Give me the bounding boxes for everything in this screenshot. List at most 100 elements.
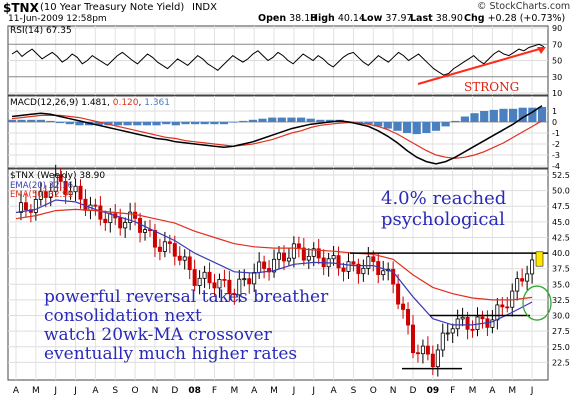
macd-hist-bar (123, 122, 132, 126)
price-candle-body (381, 270, 386, 276)
price-candle-body (262, 261, 267, 269)
price-candle-body (242, 278, 247, 281)
x-tick-label: N (390, 386, 397, 396)
macd-hist-bar (56, 122, 65, 124)
price-candle-body (98, 205, 103, 220)
macd-hist-bar (75, 122, 84, 126)
rsi-tick-label: 90 (552, 24, 562, 33)
price-candle-body (351, 261, 356, 265)
quote-high: High 40.14 (310, 13, 366, 24)
macd-hist-bar (441, 122, 450, 127)
price-candle-body (336, 255, 341, 269)
price-tick-label: 30.0 (552, 312, 570, 321)
macd-tick-label: 0 (552, 118, 557, 127)
macd-hist-bar (113, 122, 123, 126)
macd-hist-bar (27, 119, 36, 122)
price-candle-body (43, 191, 48, 198)
price-candle-body (500, 304, 505, 308)
macd-hist-bar (191, 122, 200, 125)
macd-hist-bar (306, 118, 315, 122)
price-candle-body (415, 352, 420, 355)
price-candle-body (465, 316, 470, 330)
price-candle-body (346, 261, 351, 272)
price-candle-body (406, 309, 411, 326)
price-candle-body (257, 261, 262, 273)
x-tick-label: D (410, 386, 417, 396)
price-candle-body (277, 252, 282, 260)
price-tick-label: 42.5 (552, 233, 570, 242)
price-candle-body (197, 277, 202, 286)
price-tick-label: 45.0 (552, 218, 570, 227)
price-candle-body (425, 345, 430, 355)
ema50-label: EMA(50) 32.91 (10, 190, 74, 200)
price-candle-body (331, 255, 336, 260)
rsi-label: RSI(14) 67.35 (10, 26, 72, 36)
macd-tick-label: -4 (552, 162, 560, 171)
price-candle-body (361, 267, 366, 275)
x-tick-label: A (13, 386, 20, 396)
macd-tick-label: 1 (552, 107, 557, 116)
x-tick-label: M (469, 386, 477, 396)
price-candle-body (530, 259, 535, 275)
symbol-name: (10 Year Treasury Note Yield) (40, 2, 185, 13)
exchange-label: INDX (192, 2, 217, 13)
price-candle-body (172, 243, 177, 257)
price-candle-body (316, 248, 321, 259)
price-candle-body (430, 353, 435, 368)
price-candle-body (207, 271, 212, 284)
price-candle-body (435, 349, 440, 368)
price-tick-label: 27.5 (552, 327, 570, 336)
price-tick-label: 37.5 (552, 265, 570, 274)
price-candle-body (520, 278, 525, 282)
macd-hist-bar (248, 119, 257, 122)
rsi-tick-label: 70 (552, 40, 562, 49)
price-candle-body (301, 247, 306, 261)
macd-hist-bar (325, 119, 335, 122)
macd-hist-bar (133, 122, 142, 126)
macd-hist-bar (383, 122, 392, 129)
macd-hist-bar (36, 119, 45, 122)
price-candle-body (440, 332, 445, 351)
rsi-tick-label: 50 (552, 57, 562, 66)
price-candle-body (227, 279, 232, 295)
price-tick-label: 47.5 (552, 202, 570, 211)
price-candle-body (515, 278, 520, 292)
macd-plot (7, 105, 547, 165)
price-candle-body (445, 332, 450, 335)
price-candle-body (371, 256, 376, 262)
x-tick-label: A (331, 386, 338, 396)
price-candle-body (391, 268, 396, 285)
macd-hist-bar (65, 122, 74, 125)
macd-hist-bar (268, 117, 277, 122)
macd-hist-bar (470, 113, 479, 122)
x-tick-label: A (251, 386, 258, 396)
price-tick-label: 32.5 (552, 296, 570, 305)
macd-hist-bar (460, 116, 469, 122)
rsi-tick-label: 30 (552, 73, 562, 82)
price-candle-body (272, 258, 277, 273)
price-candle-body (475, 316, 480, 331)
x-tick-label: A (489, 386, 496, 396)
price-candle-body (53, 174, 58, 192)
price-candle-body (182, 256, 187, 261)
x-tick-label: 09 (427, 386, 440, 396)
price-candle-body (420, 345, 425, 355)
price-candle-body (470, 328, 475, 331)
macd-hist-bar (451, 120, 460, 122)
quote-chg: Chg +0.28 (+0.73%) (464, 13, 566, 24)
price-candle-body (33, 199, 38, 213)
price-candle-body (38, 191, 43, 200)
price-candle-body (356, 263, 361, 275)
macd-hist-bar (537, 107, 547, 122)
price-candle-body (133, 211, 138, 219)
price-candle-body (311, 248, 316, 257)
x-tick-label: D (171, 386, 178, 396)
annotation-bottom-4: eventually much higher rates (44, 344, 298, 364)
price-candle-body (152, 230, 157, 248)
price-candle-body (157, 246, 162, 252)
macd-hist-bar (364, 122, 373, 125)
crossover-circle (522, 285, 552, 321)
quote-low: Low 37.97 (361, 13, 413, 24)
macd-hist-bar (480, 111, 489, 122)
macd-hist-bar (94, 122, 103, 126)
